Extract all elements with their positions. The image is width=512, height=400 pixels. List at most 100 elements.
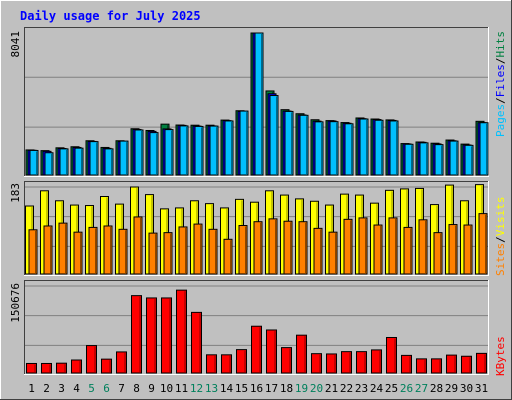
bar-kbytes-day-23: [356, 351, 367, 374]
bar-pages-day-19: [299, 114, 309, 176]
legend-middle-part-2: Visits: [494, 197, 507, 237]
day-label-23: 23: [355, 382, 368, 395]
bar-sites-day-31: [478, 213, 488, 275]
day-label-1: 1: [28, 382, 35, 395]
day-label-21: 21: [325, 382, 338, 395]
bar-pages-day-18: [284, 110, 294, 176]
bar-kbytes-day-18: [281, 347, 292, 374]
bar-pages-day-20: [314, 121, 324, 176]
bar-kbytes-day-10: [161, 297, 172, 374]
bar-sites-day-13: [208, 228, 218, 275]
day-label-30: 30: [460, 382, 473, 395]
day-label-16: 16: [250, 382, 263, 395]
legend-top-part-3: /: [494, 58, 507, 65]
bar-kbytes-day-8: [131, 295, 142, 374]
day-label-19: 19: [295, 382, 308, 395]
bar-sites-day-25: [388, 217, 398, 275]
legend-middle: Sites/Visits: [494, 197, 507, 277]
y-max-labels: 8041 183 150676: [9, 31, 22, 323]
bar-kbytes-day-17: [266, 329, 277, 374]
y-max-label-bottom: 150676: [9, 283, 22, 323]
bar-sites-day-24: [373, 224, 383, 275]
day-label-9: 9: [148, 382, 155, 395]
day-label-7: 7: [118, 382, 125, 395]
day-label-31: 31: [475, 382, 488, 395]
bar-pages-day-24: [374, 119, 384, 176]
y-max-label-top: 8041: [9, 31, 22, 58]
day-label-20: 20: [310, 382, 323, 395]
legend-middle-part-0: Sites: [494, 243, 507, 276]
bar-sites-day-29: [448, 224, 458, 275]
legend-top: Pages/Files/Hits: [494, 31, 507, 137]
bar-pages-day-11: [179, 125, 189, 176]
legend-middle-part-1: /: [494, 236, 507, 243]
bar-pages-day-12: [194, 125, 204, 176]
day-label-3: 3: [58, 382, 65, 395]
bar-kbytes-day-3: [56, 362, 67, 374]
day-label-25: 25: [385, 382, 398, 395]
bar-sites-day-14: [223, 238, 233, 275]
bar-sites-day-22: [343, 218, 353, 275]
day-label-28: 28: [430, 382, 443, 395]
day-axis-labels: 1 2 3 4 5 6 7 8 9 10 11 12 13 14 15 16 17 18 19 20 21 22 23 24 2…: [28, 382, 488, 395]
day-label-10: 10: [160, 382, 173, 395]
legend-top-part-4: Hits: [494, 31, 507, 58]
day-label-11: 11: [175, 382, 188, 395]
bar-pages-day-6: [104, 148, 114, 176]
bar-sites-day-21: [328, 231, 338, 275]
bar-kbytes-day-15: [236, 349, 247, 374]
bar-kbytes-day-22: [341, 351, 352, 374]
bar-kbytes-day-29: [446, 354, 457, 374]
bar-pages-day-15: [239, 110, 249, 176]
day-label-13: 13: [205, 382, 218, 395]
day-label-5: 5: [88, 382, 95, 395]
bar-pages-day-9: [149, 132, 159, 176]
day-label-29: 29: [445, 382, 458, 395]
chart-title: Daily usage for July 2025: [20, 9, 201, 23]
bar-sites-day-19: [298, 221, 308, 275]
bar-pages-day-22: [344, 123, 354, 176]
bar-pages-day-4: [74, 147, 84, 176]
bar-sites-day-27: [418, 219, 428, 275]
bar-kbytes-day-11: [176, 289, 187, 374]
day-label-6: 6: [103, 382, 110, 395]
day-label-18: 18: [280, 382, 293, 395]
bar-kbytes-day-27: [416, 358, 427, 374]
bar-pages-day-26: [404, 143, 414, 176]
bar-sites-day-1: [28, 229, 38, 275]
day-label-15: 15: [235, 382, 248, 395]
day-label-27: 27: [415, 382, 428, 395]
bar-sites-day-28: [433, 232, 443, 275]
bar-kbytes-day-24: [371, 349, 382, 374]
bar-kbytes-day-21: [326, 353, 337, 374]
bar-kbytes-day-2: [41, 362, 52, 374]
bar-kbytes-day-12: [191, 311, 202, 374]
bar-pages-day-13: [209, 125, 219, 176]
legend-bottom-part-0: KBytes: [494, 336, 507, 376]
bar-pages-day-2: [44, 152, 54, 176]
bar-kbytes-day-5: [86, 345, 97, 374]
bar-kbytes-day-9: [146, 297, 157, 374]
bar-pages-day-10: [164, 129, 174, 176]
bar-sites-day-8: [133, 216, 143, 275]
day-label-26: 26: [400, 382, 413, 395]
bar-kbytes-day-13: [206, 354, 217, 374]
bar-kbytes-day-6: [101, 358, 112, 374]
bar-pages-day-23: [359, 118, 369, 176]
bar-kbytes-day-26: [401, 354, 412, 374]
day-label-14: 14: [220, 382, 234, 395]
bar-sites-day-18: [283, 220, 293, 275]
bar-kbytes-day-20: [311, 353, 322, 374]
bar-kbytes-day-31: [476, 352, 487, 374]
bar-kbytes-day-1: [26, 362, 37, 374]
bar-kbytes-day-16: [251, 325, 262, 374]
bar-sites-day-20: [313, 227, 323, 275]
bar-pages-day-3: [59, 148, 69, 176]
day-label-8: 8: [133, 382, 140, 395]
day-label-17: 17: [265, 382, 278, 395]
bar-kbytes-day-14: [221, 354, 232, 374]
day-label-2: 2: [43, 382, 50, 395]
bar-kbytes-day-28: [431, 358, 442, 374]
bar-sites-day-12: [193, 223, 203, 275]
